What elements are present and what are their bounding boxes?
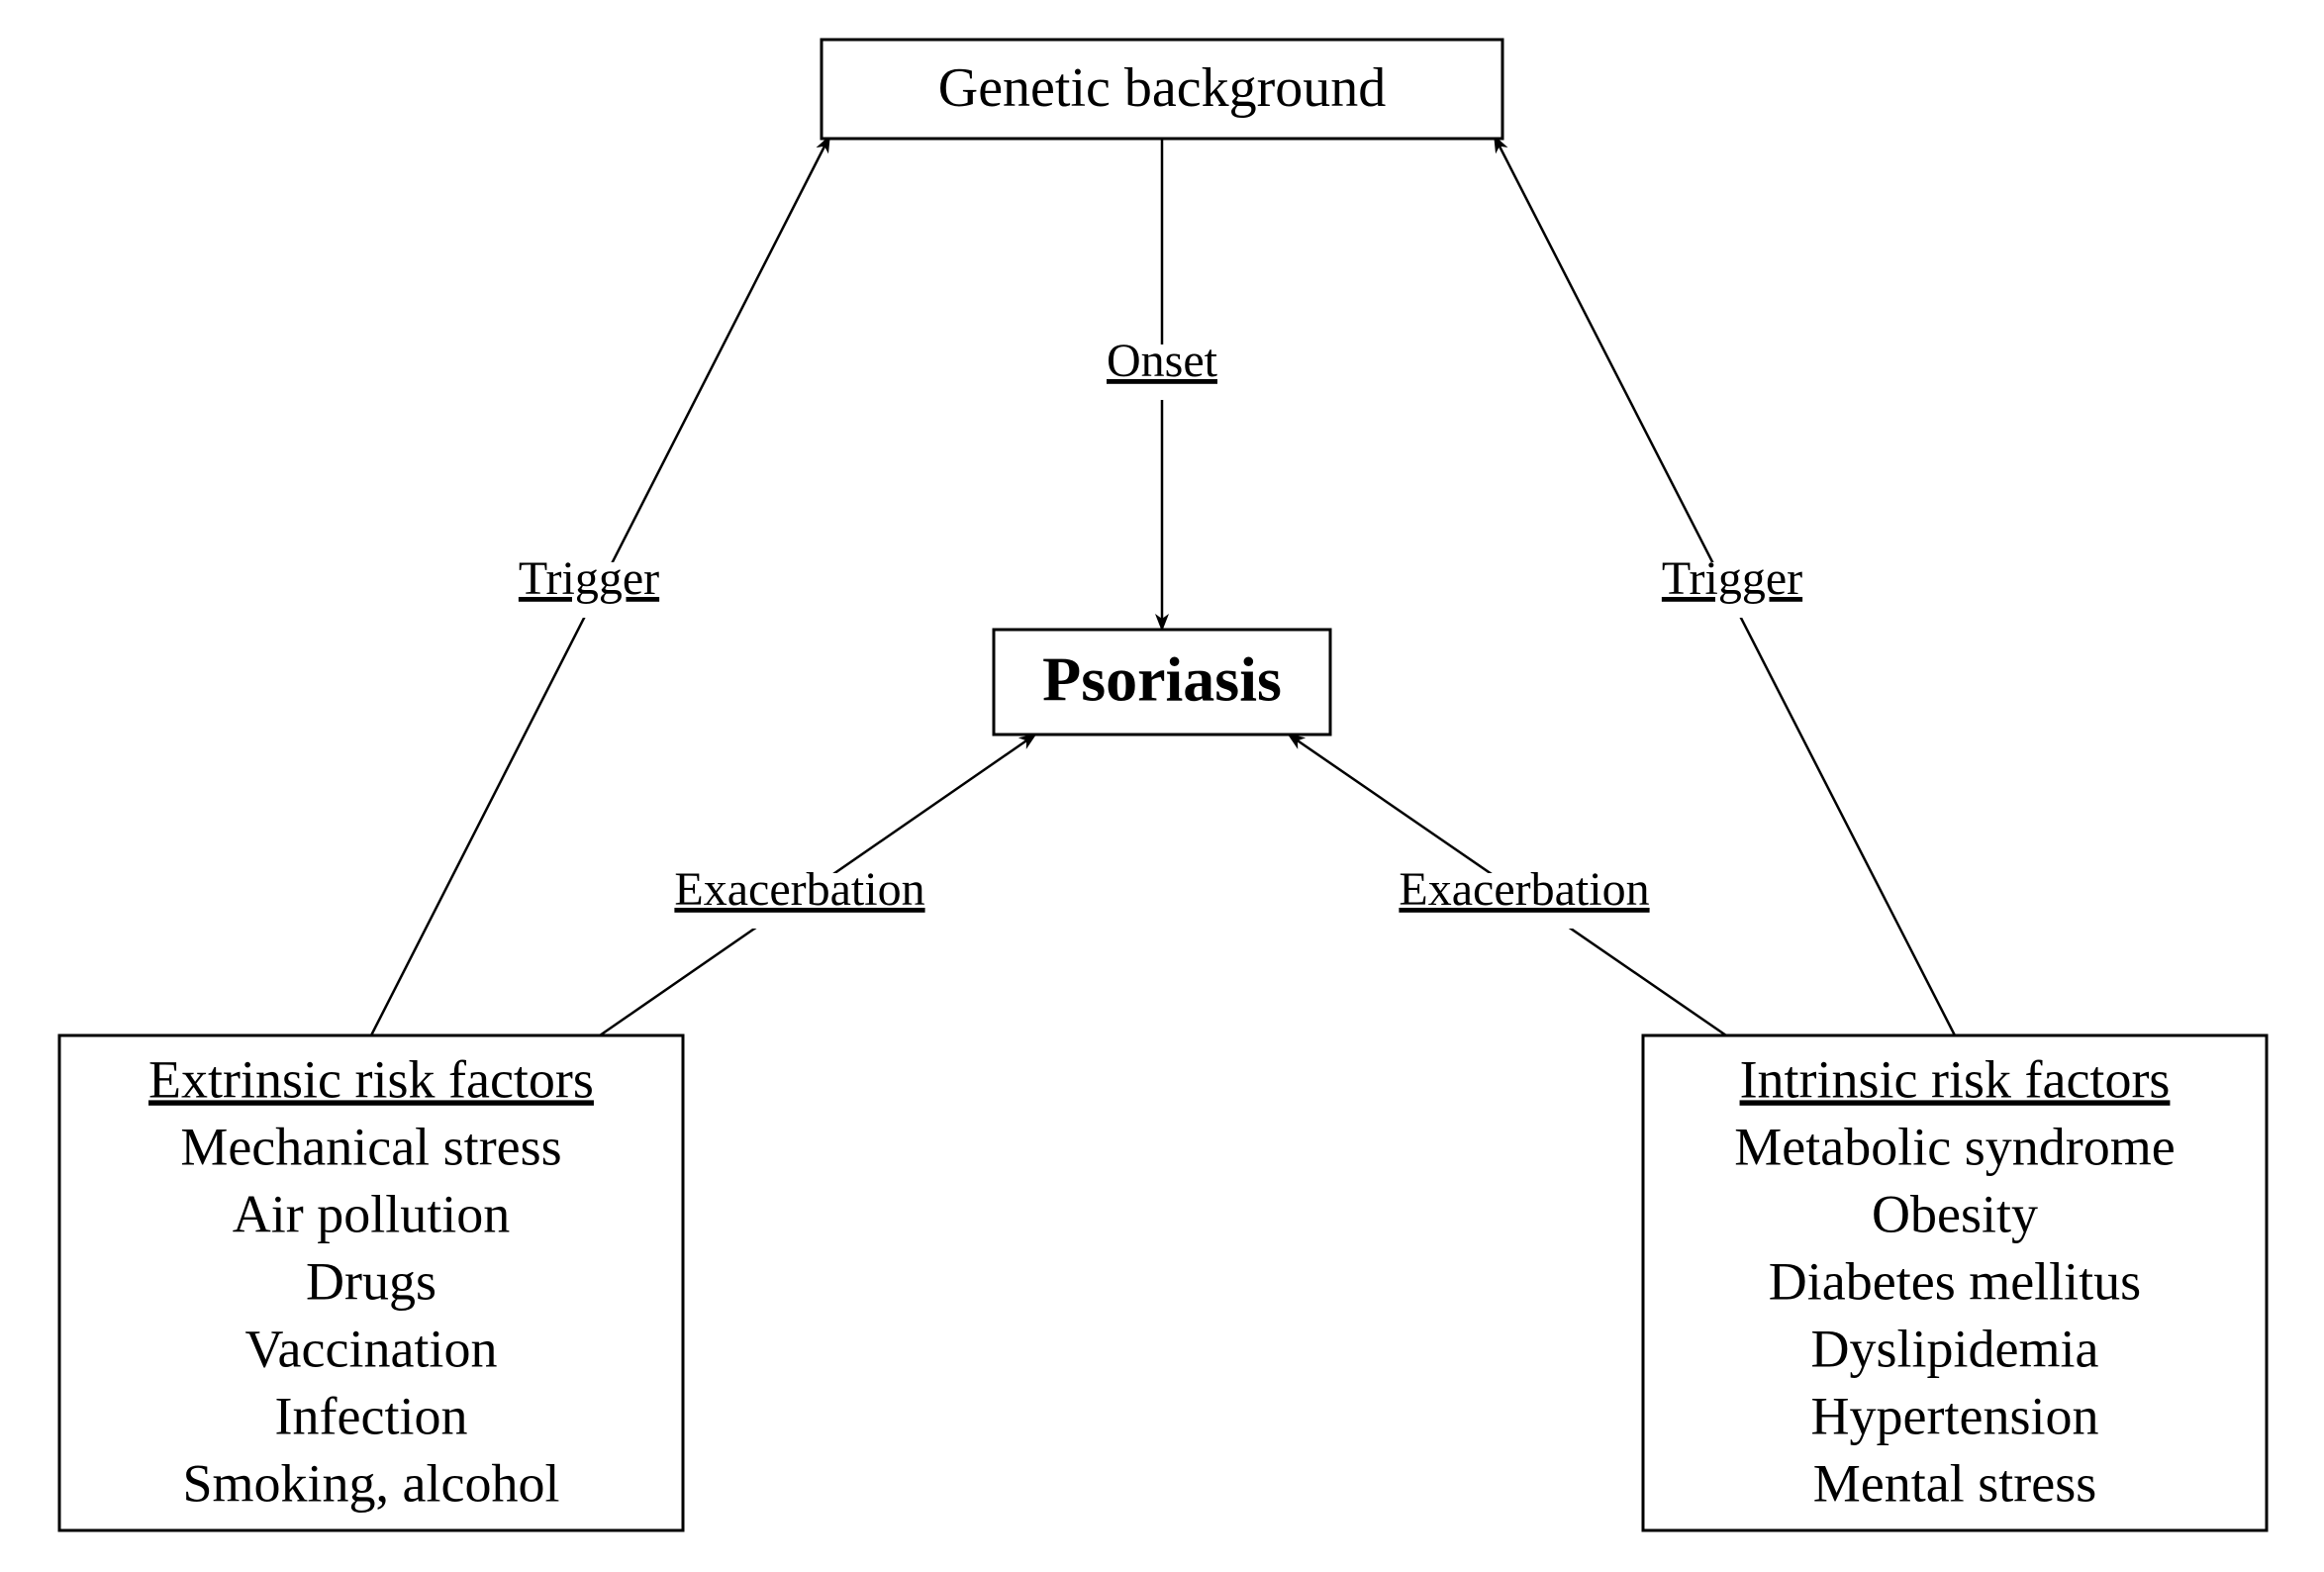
edge-label-exacerbation-left: Exacerbation: [674, 863, 924, 916]
edge-label-trigger-left: Trigger: [519, 552, 659, 605]
edge-label-trigger-right: Trigger: [1662, 552, 1802, 605]
node-extrinsic-item: Infection: [275, 1386, 468, 1445]
node-extrinsic-item: Drugs: [306, 1251, 436, 1311]
node-intrinsic-item: Mental stress: [1813, 1453, 2096, 1513]
edge-label-onset: Onset: [1107, 335, 1218, 387]
node-extrinsic-title: Extrinsic risk factors: [148, 1049, 594, 1109]
node-intrinsic-item: Hypertension: [1811, 1386, 2099, 1445]
node-extrinsic-item: Mechanical stress: [180, 1117, 561, 1176]
node-psoriasis-label: Psoriasis: [1042, 644, 1282, 715]
edge-label-exacerbation-right: Exacerbation: [1399, 863, 1649, 916]
node-intrinsic-title: Intrinsic risk factors: [1740, 1049, 2171, 1109]
node-extrinsic-item: Air pollution: [233, 1184, 511, 1243]
node-intrinsic-item: Metabolic syndrome: [1734, 1117, 2175, 1176]
node-genetic-label: Genetic background: [938, 57, 1386, 119]
node-extrinsic-item: Vaccination: [245, 1319, 498, 1378]
node-intrinsic-item: Diabetes mellitus: [1769, 1251, 2141, 1311]
node-intrinsic-item: Obesity: [1872, 1184, 2038, 1243]
node-intrinsic-item: Dyslipidemia: [1811, 1319, 2099, 1378]
node-extrinsic-item: Smoking, alcohol: [183, 1453, 560, 1513]
psoriasis-diagram: Onset Trigger Trigger Exacerbation Exacerbat…: [0, 0, 2324, 1572]
